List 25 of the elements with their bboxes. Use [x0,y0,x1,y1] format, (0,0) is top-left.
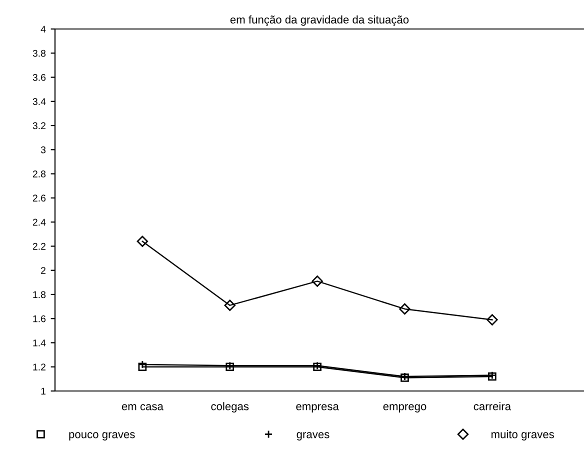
x-tick-label: carreira [474,402,512,410]
chart-title: em função da gravidade da situação [230,15,409,26]
y-tick-label: 1.8 [33,291,46,298]
x-tick-label: empresa [296,404,339,412]
legend-label: muito graves [492,430,554,440]
x-tick-label: em casa [122,404,164,410]
y-tick-label: 3.2 [32,122,46,130]
y-tick-label: 2.4 [32,218,46,226]
y-tick-label: 1 [41,388,46,395]
y-tick-label: 2 [41,267,46,274]
y-tick-label: 2.8 [32,170,46,178]
legend-label: graves [296,432,330,440]
y-tick-label: 4 [40,26,46,33]
y-tick-label: 1.4 [33,340,46,346]
y-tick-label: 3.6 [32,74,46,81]
y-tick-label: 2.2 [32,242,46,250]
y-tick-label: 1.6 [33,315,46,322]
y-tick-label: 2.6 [32,194,46,202]
y-tick-label: 3 [40,146,46,154]
legend-label: pouco graves [69,432,135,440]
x-tick-label: colegas [211,402,249,412]
y-tick-label: 3.4 [32,98,46,106]
y-tick-label: 3.8 [32,50,46,57]
x-tick-label: emprego [383,404,426,412]
y-tick-label: 1.2 [33,364,46,370]
